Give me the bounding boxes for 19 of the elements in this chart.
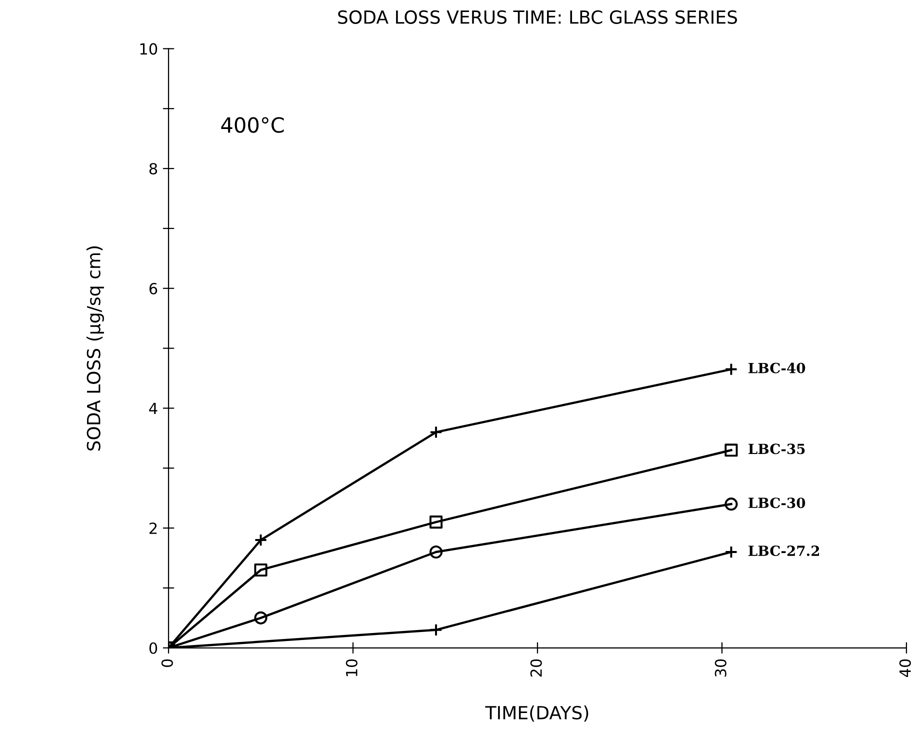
y-tick-label: 2 [150, 522, 157, 534]
x-axis-title: TIME(DAYS) [485, 706, 588, 722]
y-tick-label: 8 [149, 162, 158, 175]
y-tick-label: 0 [149, 642, 158, 654]
x-tick-label: 40 [899, 659, 911, 677]
y-tick-label: 4 [149, 402, 158, 414]
x-tick-label: 10 [346, 659, 358, 676]
x-tick-label: 20 [530, 659, 542, 677]
series-label: LBC-40 [748, 362, 806, 374]
chart-title: SODA LOSS VERUS TIME: LBC GLASS SERIES [338, 10, 738, 24]
annotation: 400°C [221, 117, 284, 133]
y-axis-title: SODA LOSS (µg/sq cm) [86, 246, 104, 451]
series-label: LBC-35 [748, 444, 805, 454]
x-tick-label: 0 [161, 659, 173, 668]
x-tick-label: 30 [714, 659, 726, 677]
y-tick-label: 6 [149, 282, 158, 294]
series-label: LBC-27.2 [748, 546, 820, 556]
series-label: LBC-30 [748, 498, 806, 508]
y-tick-label: 10 [140, 43, 158, 55]
